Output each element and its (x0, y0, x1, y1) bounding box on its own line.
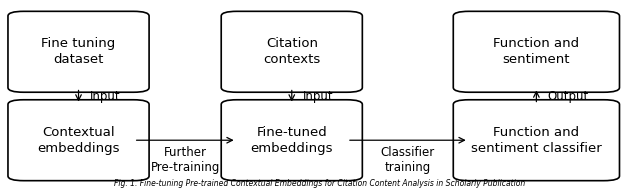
FancyBboxPatch shape (453, 100, 620, 181)
Text: Function and
sentiment classifier: Function and sentiment classifier (471, 126, 602, 155)
Text: Classifier
training: Classifier training (381, 146, 435, 174)
FancyBboxPatch shape (8, 100, 149, 181)
Text: Output: Output (548, 89, 589, 103)
Text: Fig. 1. Fine-tuning Pre-trained Contextual Embeddings for Citation Content Analy: Fig. 1. Fine-tuning Pre-trained Contextu… (115, 179, 525, 188)
Text: Further
Pre-training: Further Pre-training (150, 146, 220, 174)
Text: Input: Input (90, 89, 120, 103)
Text: Citation
contexts: Citation contexts (263, 37, 321, 66)
FancyBboxPatch shape (453, 11, 620, 92)
Text: Function and
sentiment: Function and sentiment (493, 37, 579, 66)
Text: Contextual
embeddings: Contextual embeddings (37, 126, 120, 155)
Text: Input: Input (303, 89, 333, 103)
FancyBboxPatch shape (8, 11, 149, 92)
Text: Fine tuning
dataset: Fine tuning dataset (42, 37, 116, 66)
FancyBboxPatch shape (221, 100, 362, 181)
Text: Fine-tuned
embeddings: Fine-tuned embeddings (250, 126, 333, 155)
FancyBboxPatch shape (221, 11, 362, 92)
